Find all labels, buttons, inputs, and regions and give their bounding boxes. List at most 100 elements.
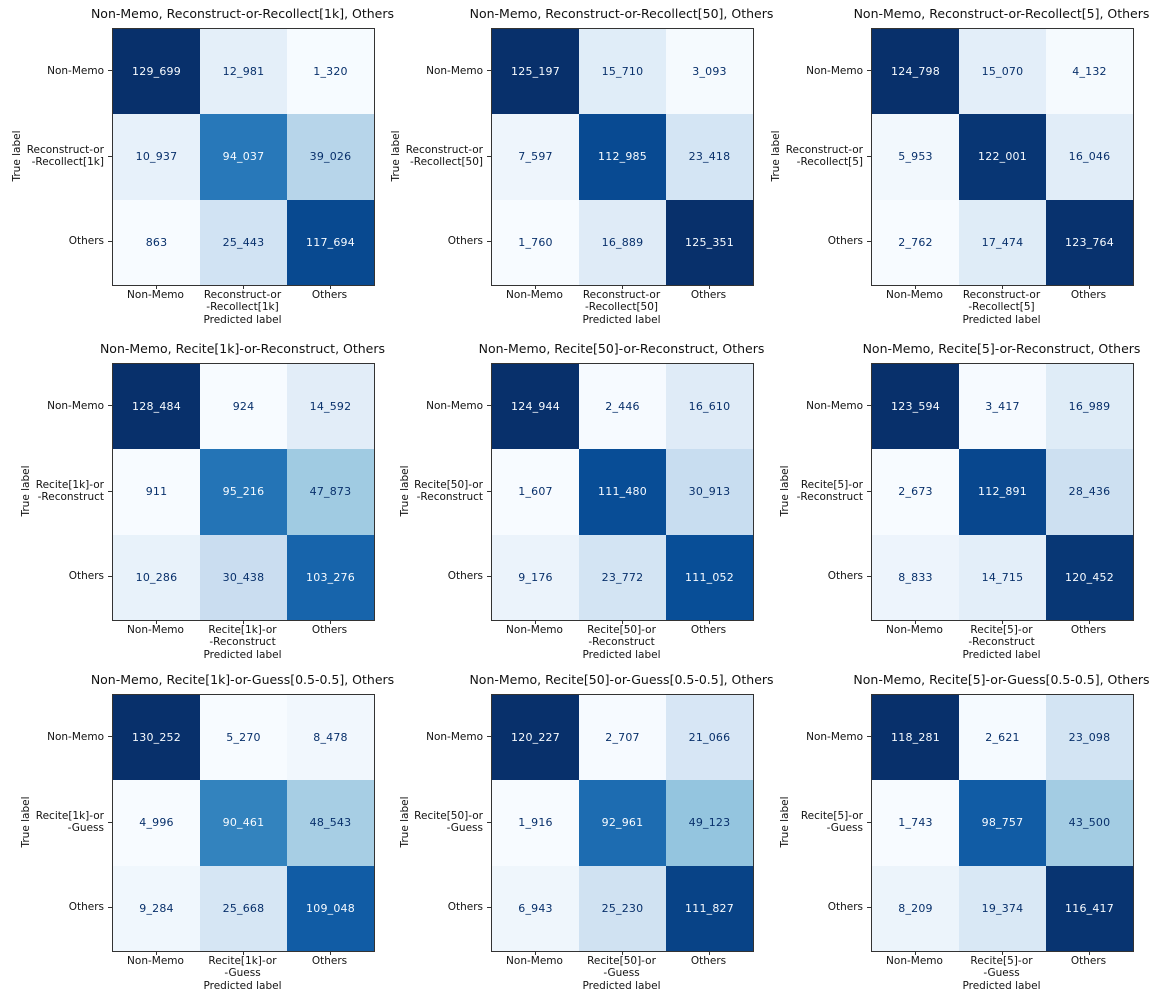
- x-tick: [155, 620, 157, 624]
- cell-value: 25_668: [222, 901, 265, 915]
- heatmap-cell-r0c2: 1_320: [287, 29, 374, 115]
- heatmap-cell-r0c2: 23_098: [1046, 695, 1133, 781]
- col-tick-label: Non-Memo: [127, 955, 184, 967]
- y-tick: [108, 736, 112, 738]
- heatmap-cell-r1c0: 1_916: [492, 780, 579, 866]
- row-tick-label: Non-Memo: [806, 399, 863, 412]
- x-tick: [242, 285, 244, 289]
- cell-value: 111_480: [598, 485, 647, 499]
- heatmap-cell-r0c0: 128_484: [113, 364, 200, 450]
- heatmap-cell-r0c2: 16_989: [1046, 364, 1133, 450]
- cell-value: 95_216: [222, 485, 265, 499]
- y-tick: [867, 70, 871, 72]
- heatmap-cell-r0c1: 924: [200, 364, 287, 450]
- cell-value: 130_252: [132, 731, 181, 745]
- cell-value: 25_230: [601, 901, 644, 915]
- panel-title: Non-Memo, Recite[50]-or-Guess[0.5-0.5], …: [469, 672, 774, 687]
- heatmap-cell-r1c1: 98_757: [959, 780, 1046, 866]
- cell-value: 10_286: [135, 570, 178, 584]
- heatmap-cell-r0c0: 123_594: [872, 364, 959, 450]
- cell-value: 2_673: [898, 485, 933, 499]
- heatmap-cell-r1c0: 1_607: [492, 449, 579, 535]
- x-tick: [1088, 285, 1090, 289]
- cell-value: 116_417: [1065, 901, 1114, 915]
- heatmap-cell-r0c2: 21_066: [666, 695, 753, 781]
- row-tick-label: Recite[1k]-or -Guess: [35, 810, 104, 834]
- y-tick: [108, 575, 112, 577]
- row-tick-label: Reconstruct-or -Recollect[5]: [785, 144, 863, 168]
- x-tick: [708, 285, 710, 289]
- cell-value: 129_699: [132, 65, 181, 79]
- heatmap-cell-r1c2: 16_046: [1046, 114, 1133, 200]
- row-tick-label: Non-Memo: [47, 64, 104, 77]
- cell-value: 98_757: [981, 816, 1024, 830]
- y-tick: [108, 821, 112, 823]
- cell-value: 112_985: [598, 150, 647, 164]
- col-tick-label: Non-Memo: [506, 955, 563, 967]
- col-tick-label: Non-Memo: [127, 624, 184, 636]
- panel-title: Non-Memo, Recite[1k]-or-Guess[0.5-0.5], …: [90, 672, 395, 687]
- heatmap-cell-r1c0: 2_673: [872, 449, 959, 535]
- heatmap-cell-r2c2: 103_276: [287, 534, 374, 620]
- heatmap-cell-r2c1: 17_474: [959, 199, 1046, 285]
- row-tick-label: Non-Memo: [426, 64, 483, 77]
- col-tick-label: Non-Memo: [886, 955, 943, 967]
- col-tick-label: Recite[1k]-or -Reconstruct: [208, 624, 277, 648]
- cell-value: 118_281: [891, 731, 940, 745]
- cell-value: 48_543: [309, 816, 352, 830]
- heatmap-cell-r0c2: 8_478: [287, 695, 374, 781]
- row-tick-label: Non-Memo: [47, 399, 104, 412]
- heatmap: 118_281 2_621 23_098 1_743 98_757 43_500 8_209…: [871, 694, 1134, 952]
- cell-value: 3_417: [985, 400, 1020, 414]
- x-tick: [329, 620, 331, 624]
- x-tick: [914, 951, 916, 955]
- cell-value: 1_607: [518, 485, 553, 499]
- heatmap-cell-r0c1: 12_981: [200, 29, 287, 115]
- heatmap-cell-r2c0: 6_943: [492, 865, 579, 951]
- col-tick-label: Others: [311, 624, 348, 636]
- cell-value: 14_592: [309, 400, 352, 414]
- heatmap-cell-r2c0: 9_176: [492, 534, 579, 620]
- heatmap-cell-r0c0: 120_227: [492, 695, 579, 781]
- heatmap-cell-r0c1: 15_710: [579, 29, 666, 115]
- heatmap-cell-r2c0: 8_833: [872, 534, 959, 620]
- cell-value: 43_500: [1068, 816, 1111, 830]
- heatmap: 128_484 924 14_592 911 95_216 47_873 10_286 30_…: [112, 363, 375, 621]
- heatmap-cell-r0c0: 124_798: [872, 29, 959, 115]
- heatmap-cell-r0c2: 16_610: [666, 364, 753, 450]
- cell-value: 125_197: [511, 65, 560, 79]
- y-tick: [487, 821, 491, 823]
- cell-value: 123_764: [1065, 235, 1114, 249]
- cell-value: 5_270: [226, 731, 261, 745]
- heatmap-cell-r1c1: 111_480: [579, 449, 666, 535]
- row-tick-label: Non-Memo: [426, 399, 483, 412]
- col-tick-label: Others: [311, 955, 348, 967]
- cell-value: 120_227: [511, 731, 560, 745]
- cell-value: 25_443: [222, 235, 265, 249]
- x-tick: [621, 620, 623, 624]
- row-tick-label: Recite[50]-or -Guess: [414, 810, 483, 834]
- heatmap: 130_252 5_270 8_478 4_996 90_461 48_543 9_284 2…: [112, 694, 375, 952]
- heatmap-cell-r1c2: 43_500: [1046, 780, 1133, 866]
- heatmap-cell-r2c1: 25_230: [579, 865, 666, 951]
- row-tick-label: Others: [68, 570, 104, 583]
- x-tick: [1088, 620, 1090, 624]
- y-tick: [108, 906, 112, 908]
- heatmap-cell-r0c0: 118_281: [872, 695, 959, 781]
- heatmap-cell-r1c1: 112_891: [959, 449, 1046, 535]
- heatmap-cell-r1c2: 47_873: [287, 449, 374, 535]
- cell-value: 15_710: [601, 65, 644, 79]
- cell-value: 123_594: [891, 400, 940, 414]
- cell-value: 16_610: [688, 400, 731, 414]
- x-axis-label: Predicted label: [203, 980, 282, 992]
- heatmap-cell-r2c0: 863: [113, 199, 200, 285]
- col-tick-label: Non-Memo: [886, 289, 943, 301]
- heatmap-cell-r1c2: 48_543: [287, 780, 374, 866]
- cell-value: 111_052: [685, 570, 734, 584]
- col-tick-label: Non-Memo: [886, 624, 943, 636]
- panel-title: Non-Memo, Recite[1k]-or-Reconstruct, Oth…: [99, 341, 386, 356]
- x-axis-label: Predicted label: [962, 980, 1041, 992]
- col-tick-label: Others: [690, 955, 727, 967]
- col-tick-label: Others: [1070, 955, 1107, 967]
